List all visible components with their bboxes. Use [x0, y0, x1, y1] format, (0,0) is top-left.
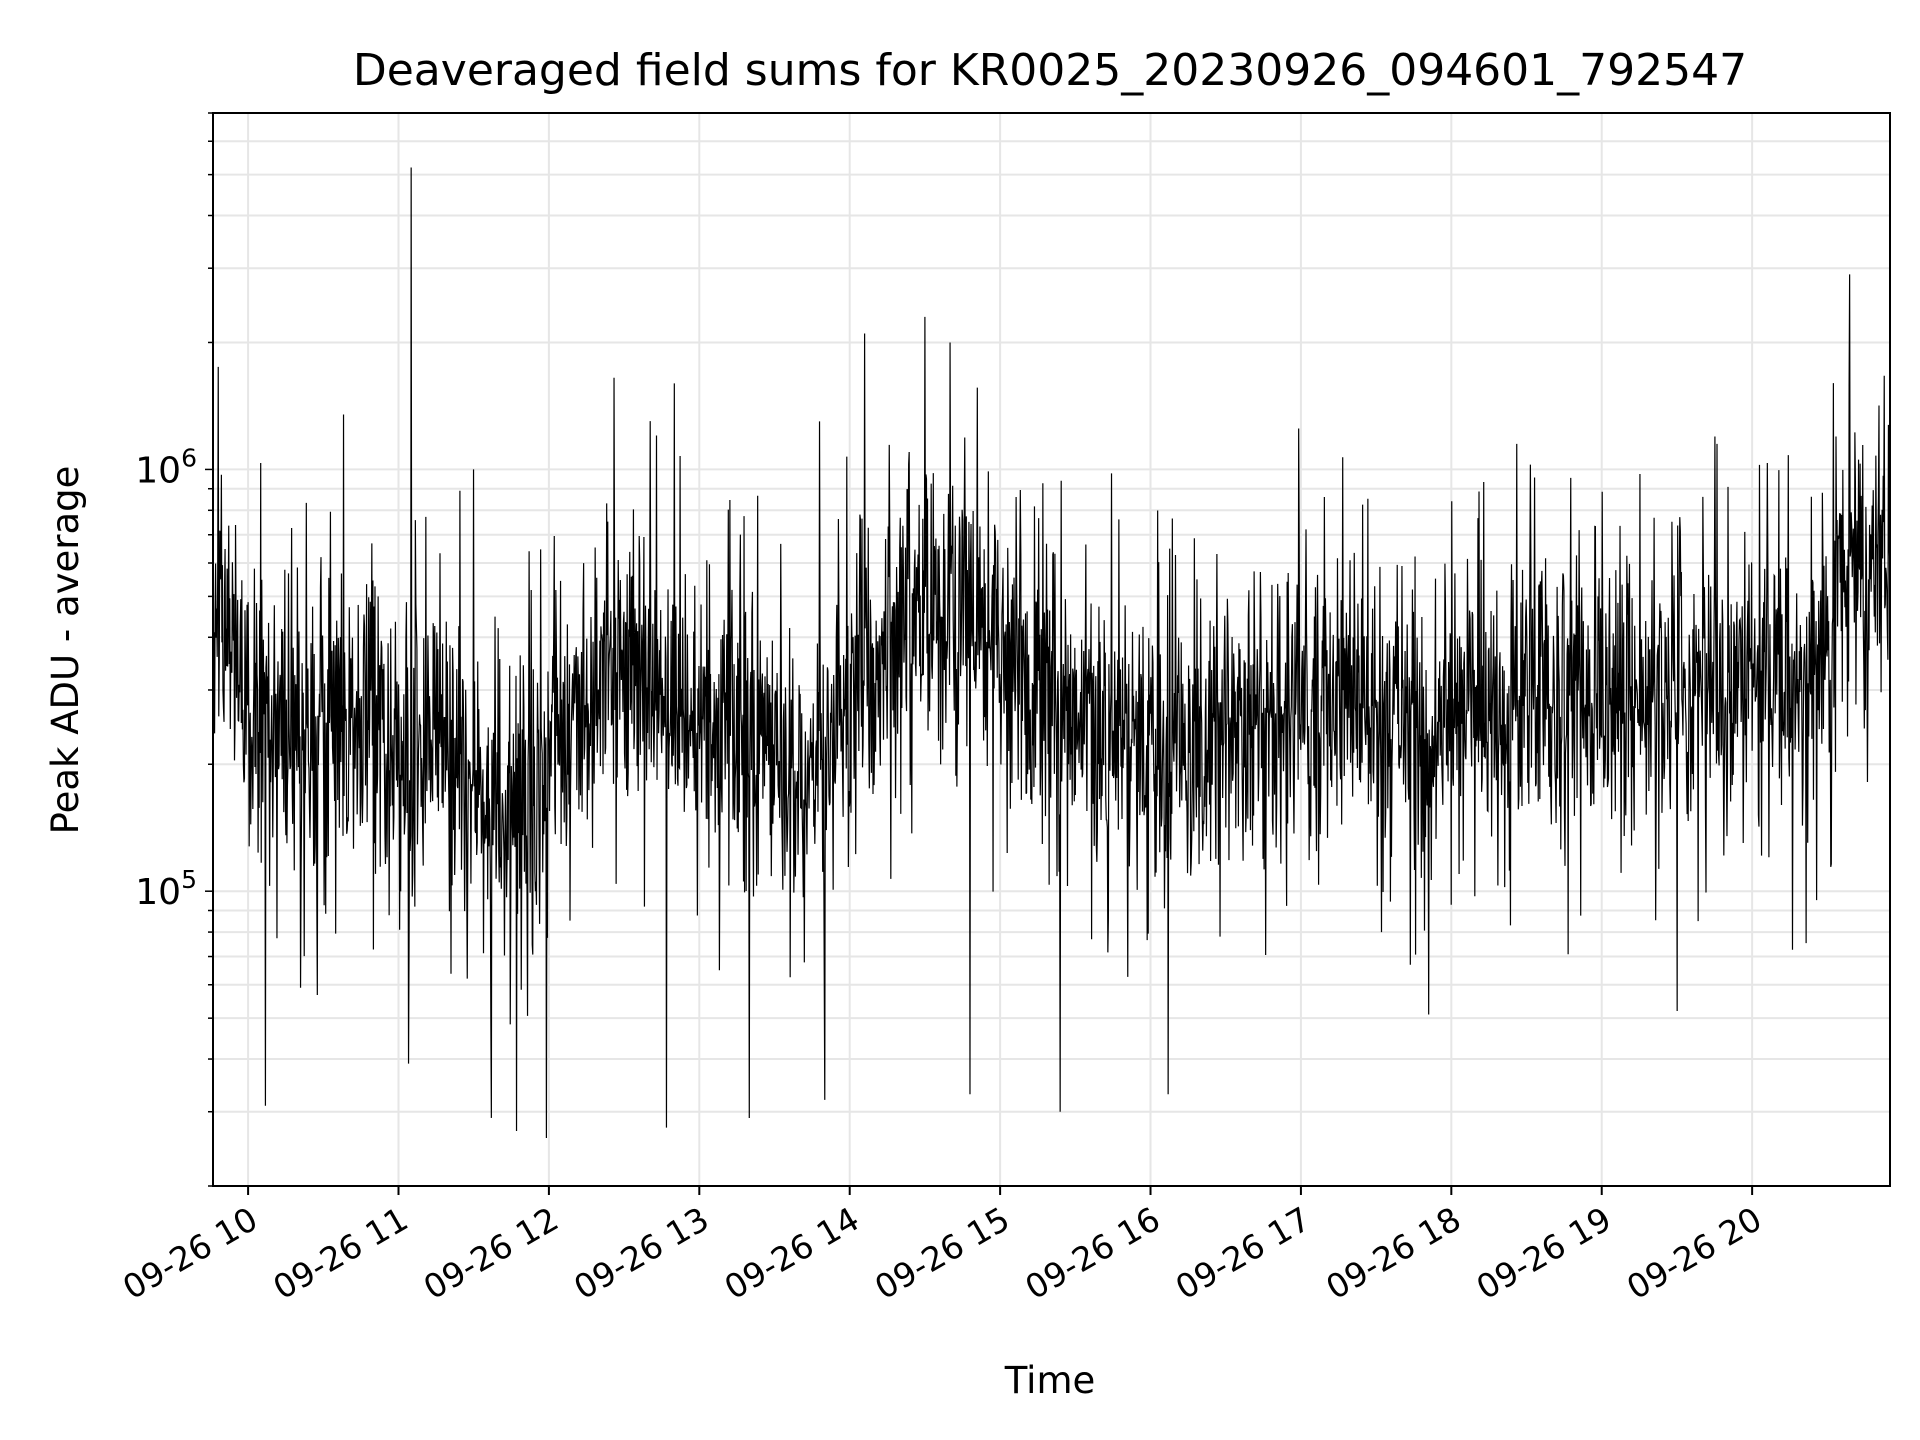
x-tick-label: 09-26 10: [116, 1199, 264, 1307]
grid-layer: [213, 112, 1890, 1187]
x-tick-label: 09-26 18: [1319, 1199, 1467, 1307]
x-tick-label: 09-26 12: [417, 1199, 565, 1307]
x-tick-label: 09-26 15: [868, 1199, 1016, 1307]
x-axis-label: Time: [1004, 1359, 1096, 1402]
y-axis-label: Peak ADU - average: [44, 466, 87, 835]
series-layer: [213, 167, 1890, 1138]
x-tick-label: 09-26 13: [567, 1199, 715, 1307]
y-tick-label: 106: [135, 443, 197, 491]
y-tick-label: 105: [135, 865, 197, 913]
x-tick-label: 09-26 20: [1620, 1199, 1768, 1307]
x-tick-label: 09-26 14: [718, 1199, 866, 1307]
x-tick-label: 09-26 17: [1169, 1199, 1317, 1307]
series-line: [213, 167, 1890, 1138]
x-tick-label: 09-26 19: [1470, 1199, 1618, 1307]
x-tick-label: 09-26 11: [267, 1199, 415, 1307]
x-tick-label: 09-26 16: [1019, 1199, 1167, 1307]
chart-title: Deaveraged field sums for KR0025_2023092…: [353, 45, 1747, 96]
plot-frame: [212, 112, 1891, 1187]
